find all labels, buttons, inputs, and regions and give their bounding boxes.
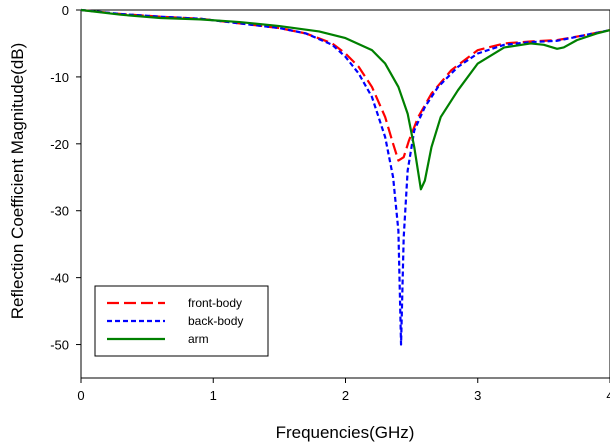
x-tick-label: 1	[210, 388, 217, 403]
y-tick-label: -50	[50, 338, 69, 353]
y-tick-label: -40	[50, 271, 69, 286]
series-line-front-body	[80, 8, 610, 162]
x-tick-label: 4	[606, 388, 610, 403]
legend-label-arm: arm	[188, 332, 209, 346]
y-tick-label: 0	[62, 3, 69, 18]
x-axis-title: Frequencies(GHz)	[276, 423, 415, 442]
axis-ticks: 0 1 2 3 4 0 -10 -20 -30 -40 -50	[50, 3, 610, 403]
y-axis-title: Reflection Coefficient Magnitude(dB)	[8, 43, 27, 320]
y-tick-label: -10	[50, 70, 69, 85]
x-tick-label: 2	[342, 388, 349, 403]
legend: front-body back-body arm	[94, 285, 269, 357]
series-line-back-body	[80, 8, 610, 346]
y-tick-label: -30	[50, 204, 69, 219]
x-tick-label: 3	[474, 388, 481, 403]
x-tick-label: 0	[77, 388, 84, 403]
legend-label-front-body: front-body	[188, 296, 242, 310]
series-line-arm	[80, 8, 610, 191]
legend-label-back-body: back-body	[188, 314, 243, 328]
y-tick-label: -20	[50, 137, 69, 152]
series-lines	[80, 8, 610, 346]
